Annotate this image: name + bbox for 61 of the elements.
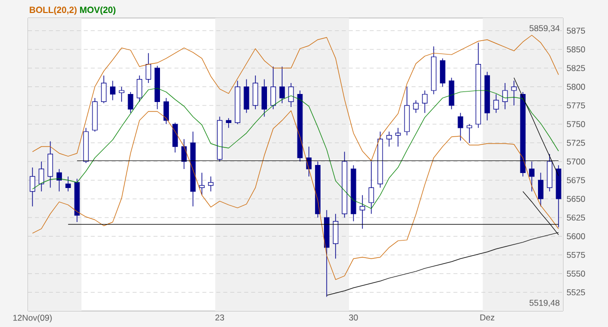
y-tick-label: 5525 bbox=[566, 289, 586, 296]
y-tick-label: 5725 bbox=[566, 140, 586, 146]
text: MOV(20) bbox=[80, 6, 116, 15]
candlestick bbox=[386, 131, 392, 147]
candlestick bbox=[538, 172, 544, 207]
y-tick-label: 5750 bbox=[566, 121, 586, 128]
candlestick bbox=[413, 100, 419, 114]
candlestick bbox=[288, 82, 294, 108]
candlestick bbox=[262, 78, 267, 118]
y-tick-label: 5600 bbox=[566, 233, 586, 240]
candlestick bbox=[164, 98, 169, 124]
y-tick-label: 5700 bbox=[566, 158, 586, 165]
y-tick-label: 5875 bbox=[566, 28, 586, 34]
candlestick bbox=[56, 168, 62, 192]
candlestick bbox=[38, 161, 44, 192]
candlestick bbox=[244, 78, 250, 114]
candlestick bbox=[395, 128, 401, 147]
candlestick bbox=[440, 58, 446, 88]
candlestick bbox=[458, 112, 464, 141]
annotation: 5859,34 bbox=[530, 25, 560, 32]
candlestick bbox=[128, 92, 134, 114]
candlestick bbox=[466, 124, 472, 144]
candlestick bbox=[502, 82, 508, 110]
y-tick-label: 5550 bbox=[566, 270, 586, 277]
candlestick bbox=[422, 90, 428, 114]
x-tick-label: Dez bbox=[480, 314, 494, 320]
candlestick bbox=[332, 213, 338, 260]
candlestick bbox=[65, 176, 71, 192]
candlestick bbox=[146, 52, 152, 84]
y-tick-label: 5825 bbox=[566, 65, 586, 72]
candlestick bbox=[529, 161, 535, 192]
candlestick bbox=[493, 94, 499, 114]
candlestick bbox=[136, 75, 142, 102]
y-tick-label: 5850 bbox=[566, 46, 586, 52]
candlestick bbox=[110, 80, 116, 101]
candlestick bbox=[181, 138, 187, 170]
candlestick bbox=[368, 161, 374, 214]
x-tick-label: 30 bbox=[349, 314, 358, 321]
candlestick bbox=[48, 140, 53, 188]
y-tick-label: 5775 bbox=[566, 102, 586, 108]
candlestick bbox=[208, 176, 214, 192]
x-tick-label: 23 bbox=[215, 314, 224, 321]
y-tick-label: 5675 bbox=[566, 177, 586, 184]
candlestick bbox=[172, 122, 178, 153]
candlestick bbox=[270, 66, 276, 110]
candlestick bbox=[279, 66, 285, 104]
y-tick-label: 5800 bbox=[566, 84, 586, 90]
candlestick bbox=[118, 86, 124, 102]
candlestick bbox=[101, 75, 106, 104]
text: BOLL(20,2) bbox=[30, 6, 77, 15]
y-tick-label: 5650 bbox=[566, 196, 586, 202]
candlestick bbox=[252, 75, 258, 110]
candlestick bbox=[511, 80, 517, 106]
candlestick bbox=[360, 194, 366, 230]
candlestick bbox=[226, 118, 232, 128]
annotation: 5519,48 bbox=[530, 300, 560, 307]
candlestick bbox=[30, 167, 36, 207]
y-tick-label: 5575 bbox=[566, 252, 586, 258]
x-tick-label: 12Nov(09) bbox=[13, 314, 52, 322]
y-tick-label: 5625 bbox=[566, 214, 586, 221]
candlestick bbox=[199, 172, 205, 196]
